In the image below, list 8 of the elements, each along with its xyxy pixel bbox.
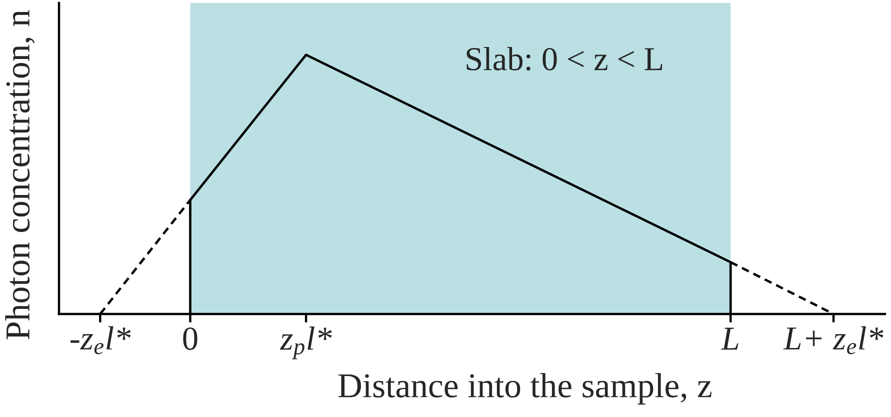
x-tick-label: L+ z$_{e}$l* bbox=[783, 326, 884, 354]
x-tick-label: -z$_{e}$l* bbox=[70, 326, 131, 354]
y-axis-title: Photon concentration, n bbox=[5, 10, 35, 340]
x-tick-label: 0 bbox=[183, 327, 198, 350]
x-tick-label: L bbox=[720, 328, 738, 350]
x-axis-title: Distance into the sample, z bbox=[338, 373, 712, 405]
band-label: Slab: 0 < z < L bbox=[466, 46, 662, 71]
x-tick-label: z$_{p}$l* bbox=[280, 326, 332, 360]
